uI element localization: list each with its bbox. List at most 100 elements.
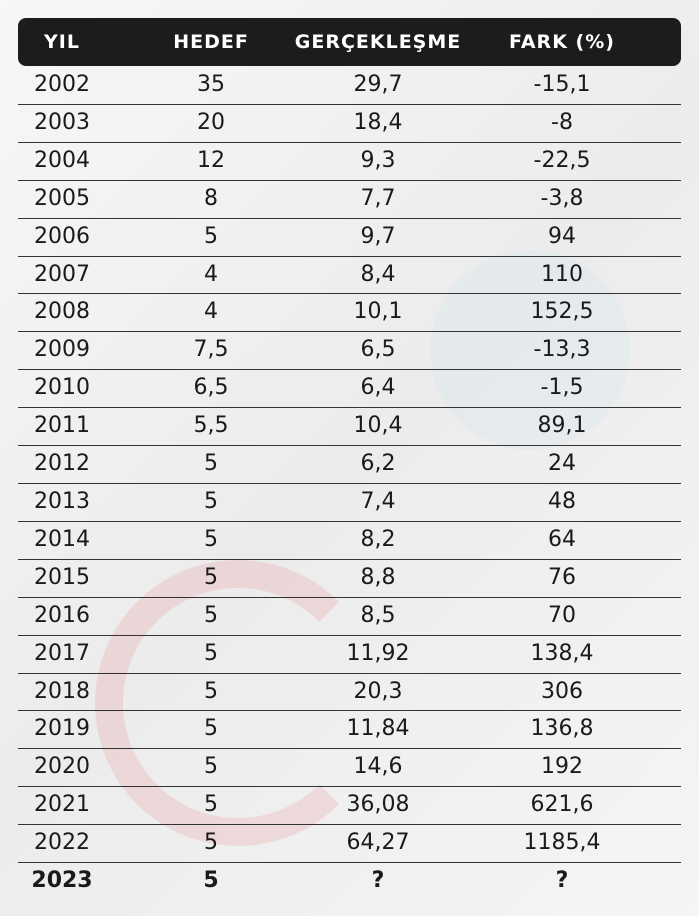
table-cell: 5 <box>204 716 218 742</box>
table-cell: 5 <box>204 602 218 628</box>
table-cell: 70 <box>548 602 576 628</box>
table-cell: 2007 <box>34 261 90 287</box>
row-divider <box>18 672 681 674</box>
row-divider <box>18 558 681 560</box>
table-cell: 2012 <box>34 451 90 477</box>
row-divider <box>18 255 681 257</box>
row-divider <box>18 634 681 636</box>
table-cell: 2004 <box>34 147 90 173</box>
table-cell: 12 <box>197 147 225 173</box>
table-cell: 5 <box>204 526 218 552</box>
row-divider <box>18 748 681 750</box>
table-cell: 2014 <box>34 526 90 552</box>
header-cell: YIL <box>44 31 80 53</box>
table-cell: 5 <box>204 489 218 514</box>
watermark-shape <box>430 250 630 450</box>
table-cell: 5 <box>204 223 218 249</box>
table-cell: 7,5 <box>193 337 229 363</box>
table-cell: 18,4 <box>353 109 403 135</box>
row-divider <box>18 786 681 788</box>
table-cell: 5 <box>204 830 218 856</box>
table-cell: -15,1 <box>533 72 591 97</box>
table-cell: 64,27 <box>346 830 410 856</box>
table-cell: 5 <box>204 792 218 818</box>
row-divider <box>18 710 681 712</box>
table-cell: 5,5 <box>193 413 229 439</box>
table-cell: 6,4 <box>360 375 396 401</box>
table-cell: 7,7 <box>360 185 396 211</box>
table-cell: -13,3 <box>533 337 591 363</box>
row-divider <box>18 179 681 181</box>
table-cell: 2021 <box>34 792 90 818</box>
table-cell: 2015 <box>34 564 90 590</box>
table-cell: 2003 <box>34 109 90 135</box>
table-cell: -22,5 <box>533 147 591 173</box>
table-cell: 35 <box>197 72 225 97</box>
table-cell: 8,2 <box>360 526 396 552</box>
table-cell: 2002 <box>34 72 90 97</box>
table-cell: 10,1 <box>353 299 403 325</box>
table-cell: 5 <box>203 868 219 894</box>
table-cell: -1,5 <box>540 375 584 401</box>
table-cell: 2009 <box>34 337 90 363</box>
table-cell: 152,5 <box>530 299 594 325</box>
table-cell: 89,1 <box>537 413 587 439</box>
table-cell: 4 <box>204 299 218 325</box>
table-cell: 2017 <box>34 640 90 666</box>
table-cell: 2022 <box>34 830 90 856</box>
header-cell: FARK (%) <box>509 31 615 53</box>
table-cell: 6,5 <box>193 375 229 401</box>
row-divider <box>18 520 681 522</box>
table-cell: 20,3 <box>353 678 403 704</box>
table-cell: 8,8 <box>360 564 396 590</box>
table-cell: 48 <box>548 489 576 514</box>
table-cell: 2018 <box>34 678 90 704</box>
header-cell: HEDEF <box>173 31 249 53</box>
table-cell: 20 <box>197 109 225 135</box>
table-cell: 2005 <box>34 185 90 211</box>
row-divider <box>18 824 681 826</box>
row-divider <box>18 596 681 598</box>
table-cell: 36,08 <box>346 792 410 818</box>
table-cell: 2008 <box>34 299 90 325</box>
row-divider <box>18 407 681 409</box>
table-cell: 2011 <box>34 413 90 439</box>
table-cell: 2019 <box>34 716 90 742</box>
table-cell: 2013 <box>34 489 90 514</box>
header-cell: GERÇEKLEŞME <box>294 31 462 53</box>
row-divider <box>18 369 681 371</box>
table-cell: ? <box>371 868 385 894</box>
table-cell: 2010 <box>34 375 90 401</box>
table-cell: -3,8 <box>540 185 584 211</box>
header-bar <box>18 18 681 66</box>
table-cell: 24 <box>548 451 576 477</box>
table-cell: 192 <box>541 754 583 780</box>
row-divider <box>18 217 681 219</box>
table-cell: 6,2 <box>360 451 396 477</box>
table-cell: 14,6 <box>353 754 403 780</box>
row-divider <box>18 331 681 333</box>
table-cell: 64 <box>548 526 576 552</box>
table-cell: 138,4 <box>530 640 594 666</box>
table-cell: 8,4 <box>360 261 396 287</box>
table-cell: 2020 <box>34 754 90 780</box>
table-cell: 5 <box>204 640 218 666</box>
table-cell: 136,8 <box>530 716 594 742</box>
table-cell: 8,5 <box>360 602 396 628</box>
table-cell: ? <box>555 868 569 894</box>
watermark-arc <box>95 560 381 846</box>
row-divider <box>18 445 681 447</box>
row-divider <box>18 862 681 864</box>
table-cell: 5 <box>204 564 218 590</box>
table-cell: 2016 <box>34 602 90 628</box>
table-cell: 94 <box>548 223 576 249</box>
table-cell: 306 <box>541 678 583 704</box>
table-cell: 9,7 <box>360 223 396 249</box>
table-cell: 2006 <box>34 223 90 249</box>
table-cell: 7,4 <box>360 489 396 514</box>
table-cell: 11,92 <box>346 640 410 666</box>
table-cell: 5 <box>204 451 218 477</box>
table-cell: 8 <box>204 185 218 211</box>
table-cell: -8 <box>551 109 573 135</box>
